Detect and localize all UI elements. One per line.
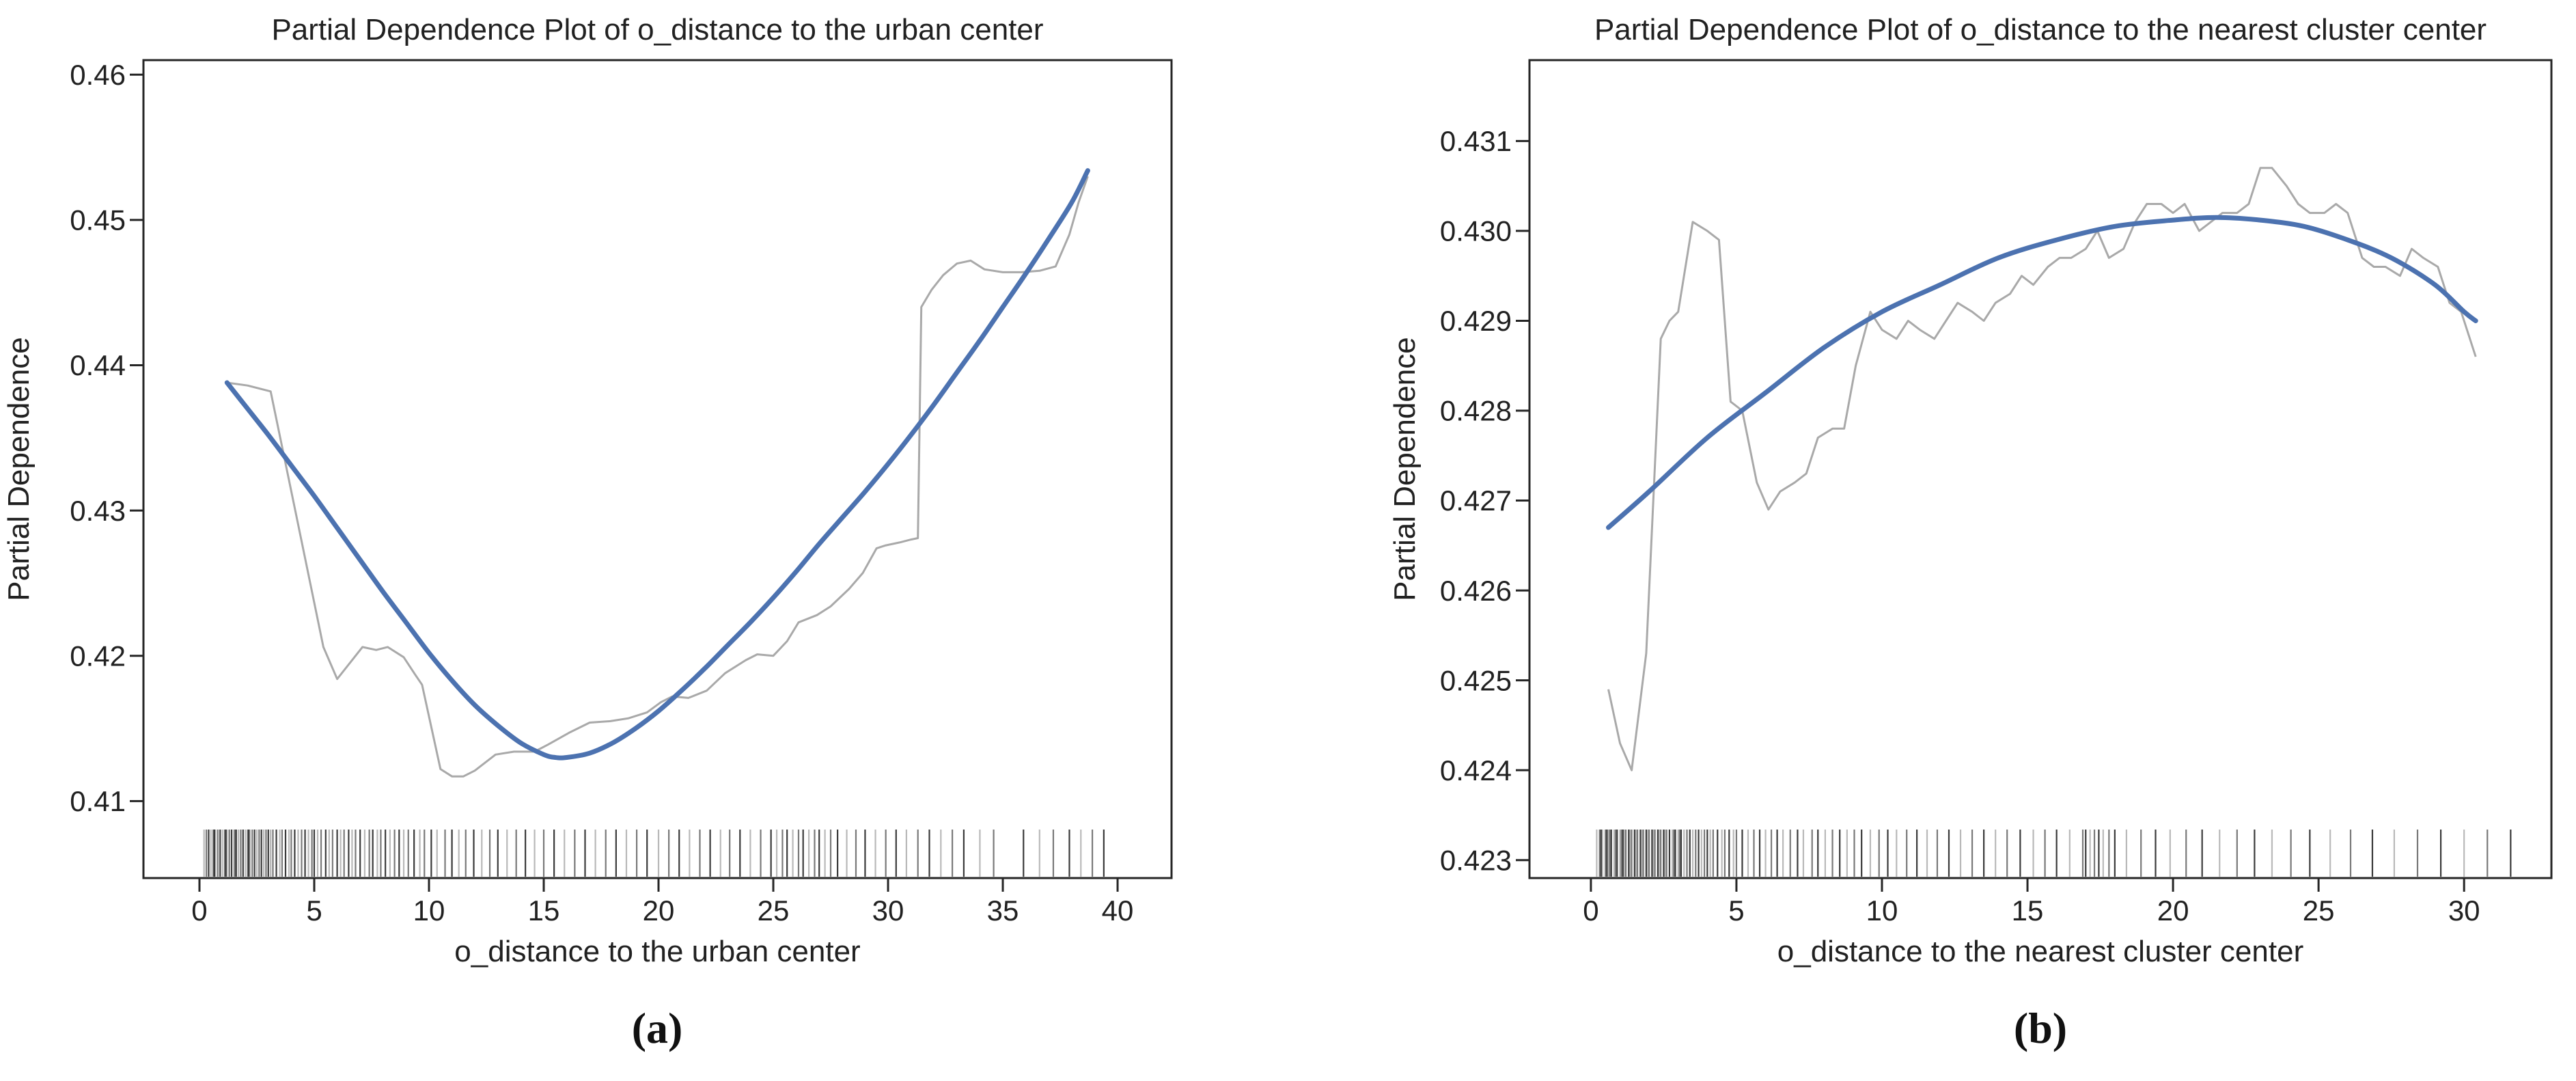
x-tick-label: 10 xyxy=(413,894,445,927)
x-axis-label: o_distance to the nearest cluster center xyxy=(1777,935,2303,968)
plot-border xyxy=(142,59,1173,879)
x-tick-label: 40 xyxy=(1102,894,1134,927)
y-axis-label: Partial Dependence xyxy=(2,337,36,601)
y-tick-label: 0.428 xyxy=(1440,395,1512,427)
x-tick-label: 20 xyxy=(2157,894,2189,927)
x-tick-label: 25 xyxy=(2303,894,2335,927)
panel-caption-b: (b) xyxy=(2013,1004,2068,1052)
series-partial-dependence-raw xyxy=(227,176,1089,778)
x-tick-label: 25 xyxy=(758,894,790,927)
y-tick-label: 0.425 xyxy=(1440,664,1512,696)
x-tick-label: 10 xyxy=(1866,894,1898,927)
y-tick-label: 0.430 xyxy=(1440,215,1512,247)
x-tick-label: 0 xyxy=(191,894,207,927)
y-tick-label: 0.423 xyxy=(1440,844,1512,876)
rug-marks xyxy=(203,830,1105,877)
x-tick-label: 0 xyxy=(1583,894,1598,927)
y-tick-label: 0.42 xyxy=(70,640,126,672)
y-axis-label: Partial Dependence xyxy=(1388,337,1422,601)
y-tick-label: 0.43 xyxy=(70,495,126,527)
chart-title: Partial Dependence Plot of o_distance to… xyxy=(271,13,1043,46)
rug-marks xyxy=(1596,830,2512,877)
plot-border xyxy=(1528,59,2553,879)
y-tick-label: 0.431 xyxy=(1440,125,1512,157)
chart-title: Partial Dependence Plot of o_distance to… xyxy=(1594,13,2487,46)
x-tick-label: 30 xyxy=(2448,894,2480,927)
x-tick-label: 20 xyxy=(643,894,675,927)
series-partial-dependence-raw xyxy=(1607,167,2477,771)
x-tick-label: 5 xyxy=(1728,894,1744,927)
series-partial-dependence-smoothed xyxy=(1605,215,2478,530)
y-tick-label: 0.46 xyxy=(70,59,126,91)
series-partial-dependence-smoothed xyxy=(224,168,1090,761)
x-tick-label: 15 xyxy=(528,894,560,927)
y-tick-label: 0.427 xyxy=(1440,484,1512,517)
y-tick-label: 0.429 xyxy=(1440,305,1512,337)
y-tick-label: 0.41 xyxy=(70,785,126,817)
y-tick-label: 0.45 xyxy=(70,204,126,236)
y-tick-label: 0.44 xyxy=(70,349,126,381)
y-tick-label: 0.426 xyxy=(1440,575,1512,607)
x-axis-label: o_distance to the urban center xyxy=(454,935,860,968)
x-tick-label: 15 xyxy=(2012,894,2044,927)
x-tick-label: 35 xyxy=(987,894,1019,927)
x-tick-label: 30 xyxy=(872,894,904,927)
y-tick-label: 0.424 xyxy=(1440,754,1512,786)
x-tick-label: 5 xyxy=(306,894,322,927)
panel-caption-a: (a) xyxy=(631,1004,683,1052)
